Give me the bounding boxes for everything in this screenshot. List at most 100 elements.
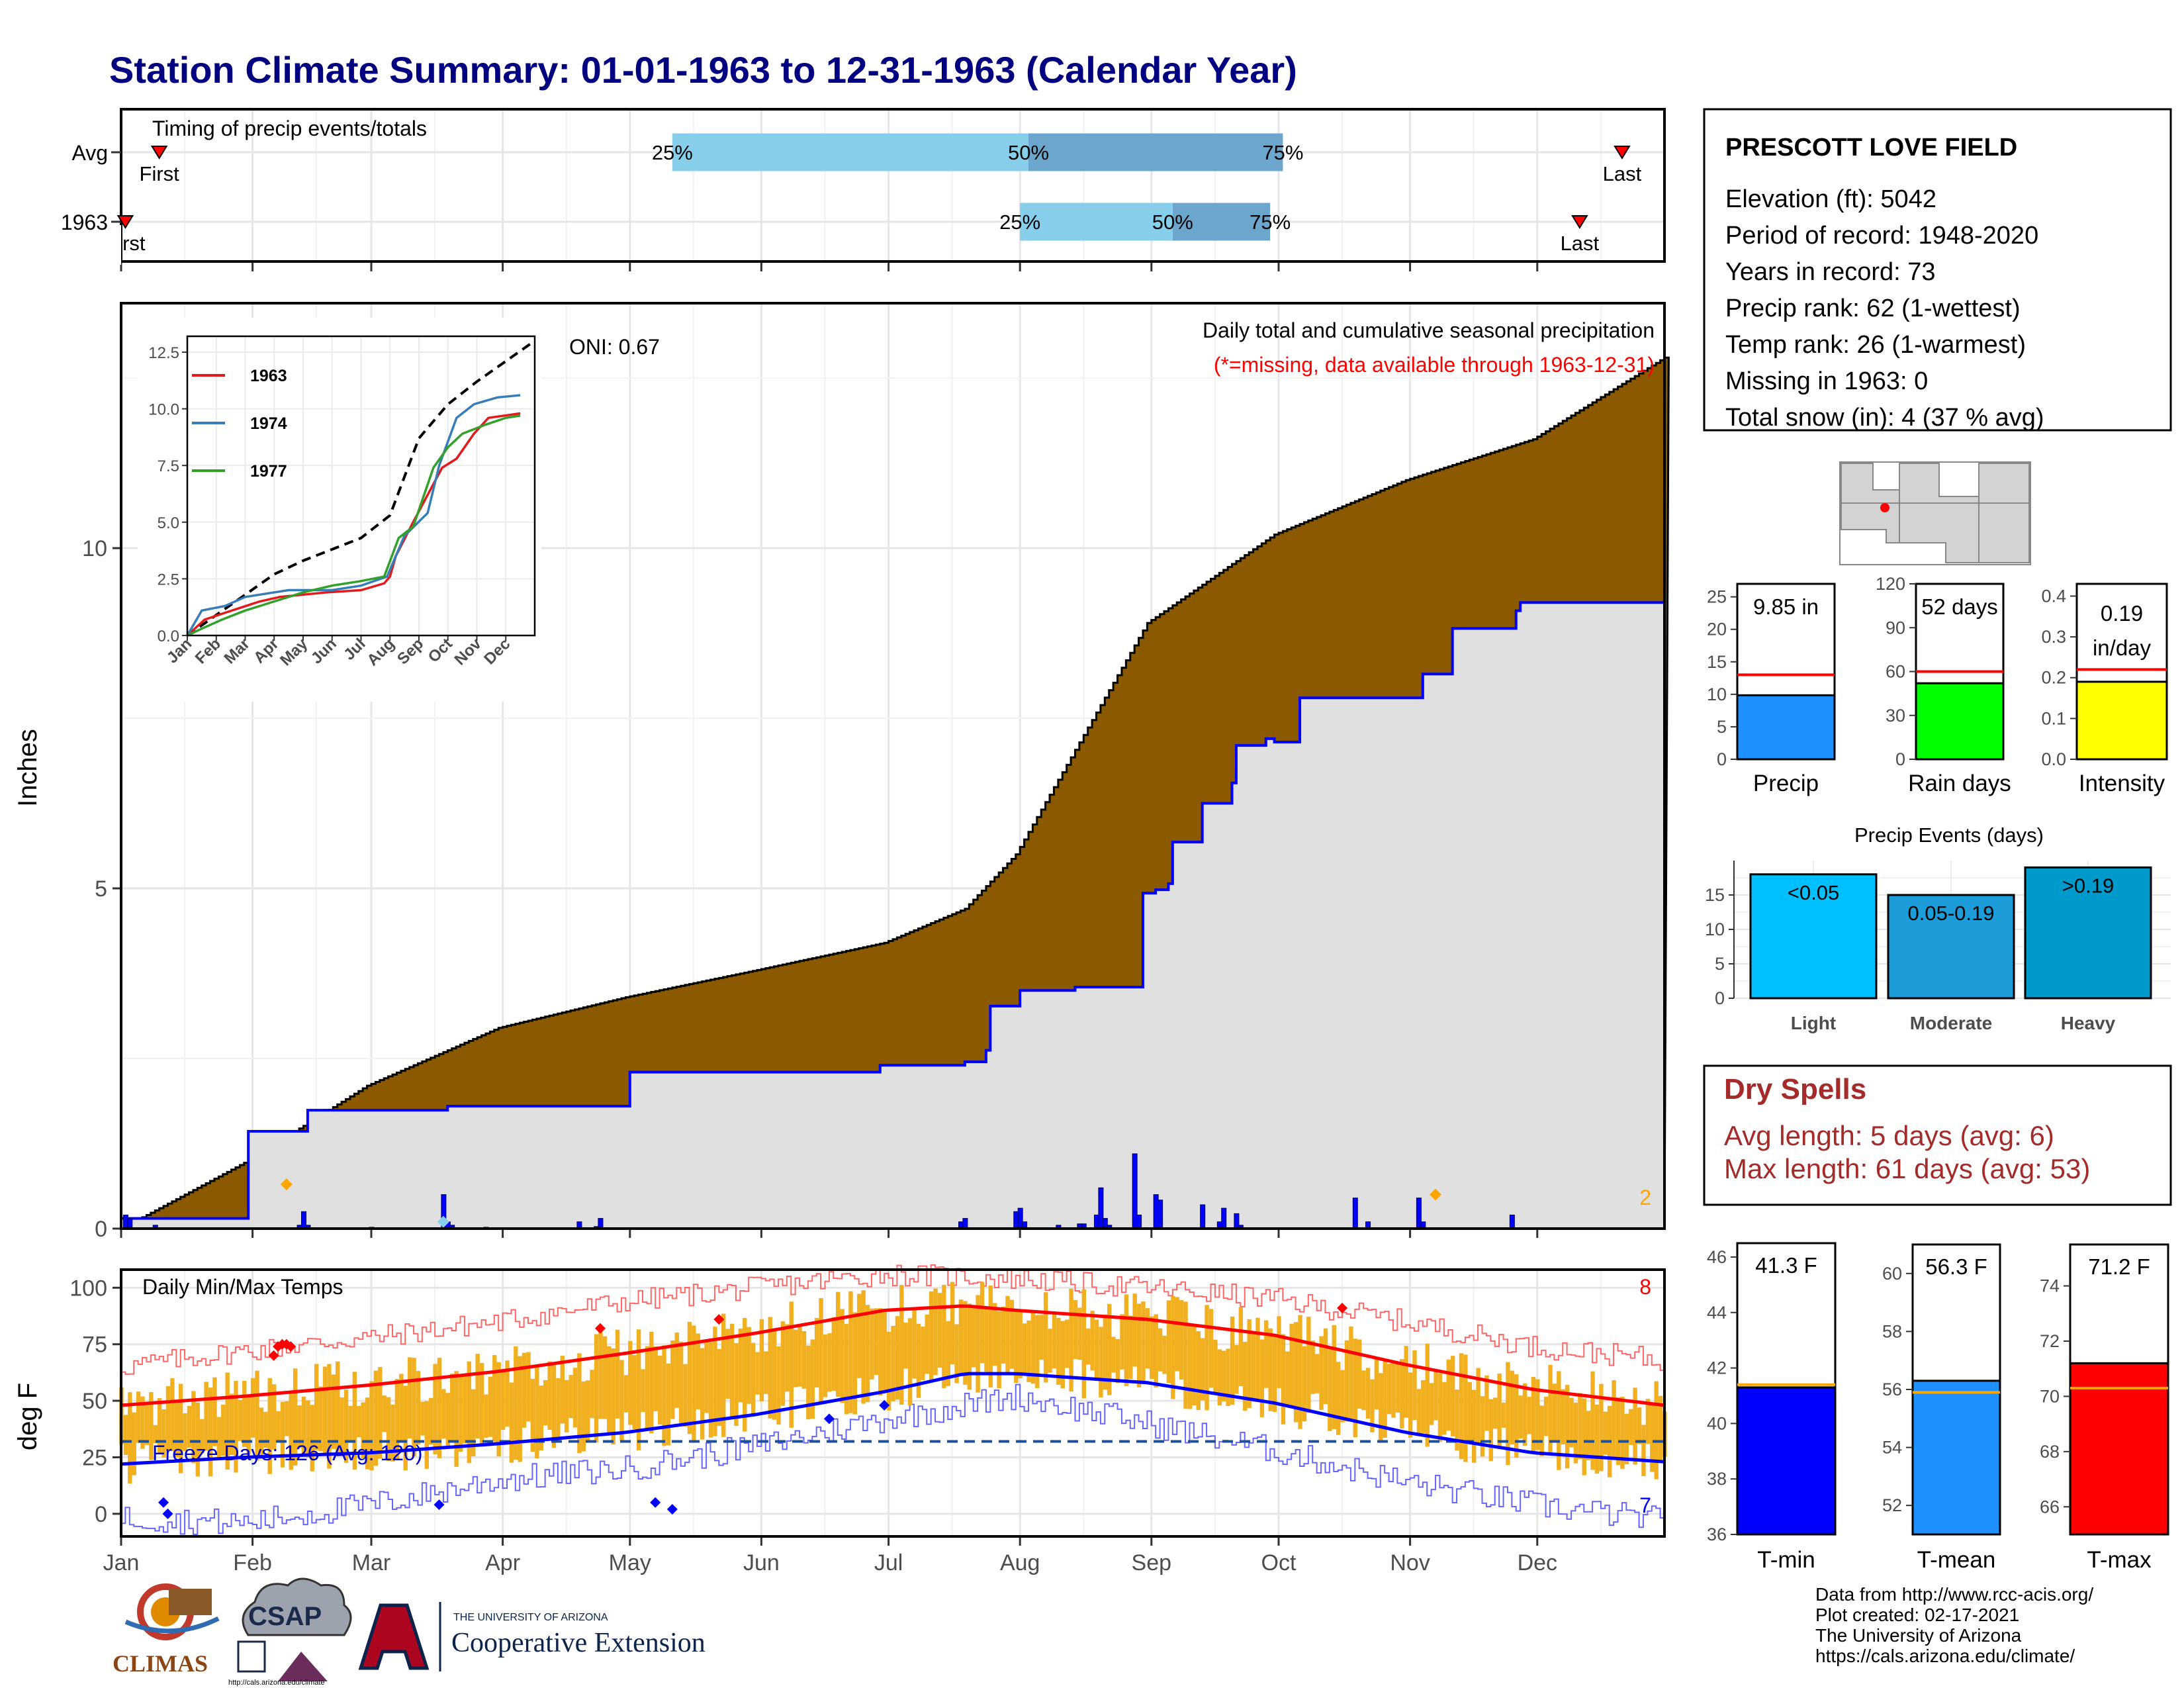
record-high-marker (285, 1341, 296, 1352)
daily-temp-bar (225, 1372, 230, 1470)
csap-url: http://cals.arizona.edu/climate (228, 1679, 325, 1687)
daily-temp-bar (1018, 1310, 1023, 1378)
daily-temp-bar (1480, 1396, 1485, 1457)
daily-temp-bar (1162, 1336, 1167, 1374)
daily-temp-bar (1641, 1425, 1646, 1476)
temp-bar-tick: 72 (2040, 1331, 2060, 1351)
daily-temp-bar (1009, 1299, 1015, 1369)
daily-temp-bar (929, 1291, 934, 1381)
temp-bar-t-min (1736, 1386, 1837, 1536)
inset-line-1974 (186, 394, 521, 636)
timing-bar-50-75 (1028, 133, 1283, 171)
inset-y-tick: 5.0 (158, 514, 179, 532)
station-info-line: Years in record: 73 (1725, 258, 1936, 286)
precip-event-bar-label: <0.05 (1788, 881, 1839, 904)
daily-temp-bar (1048, 1329, 1052, 1373)
daily-temp-bar (785, 1324, 790, 1392)
daily-temp-bar (1043, 1292, 1048, 1383)
daily-temp-bar (1353, 1338, 1358, 1438)
daily-temp-bar (458, 1376, 463, 1452)
daily-temp-bar (1099, 1327, 1103, 1397)
mini-bar-value: 0.19 (2101, 601, 2143, 626)
daily-temp-bar (1069, 1288, 1073, 1392)
temp-ylabel: deg F (13, 1383, 42, 1450)
record-low-marker (162, 1508, 173, 1519)
precip-event-bar (1749, 873, 1878, 1000)
daily-temp-bar (496, 1362, 501, 1457)
daily-temp-bar (1391, 1363, 1396, 1418)
daily-temp-bar (586, 1380, 590, 1443)
daily-temp-bar (874, 1308, 879, 1376)
daily-temp-bar (738, 1329, 743, 1403)
temp-bar-tick: 42 (1707, 1358, 1727, 1378)
daily-temp-bar (649, 1332, 654, 1434)
month-tick-label: Dec (1518, 1550, 1557, 1575)
daily-temp-bar (1171, 1295, 1175, 1399)
daily-temp-bar (865, 1305, 870, 1403)
month-tick-label: Sep (1132, 1550, 1172, 1575)
daily-precip-bar (1509, 1214, 1515, 1229)
daily-temp-bar (1090, 1311, 1095, 1371)
daily-temp-bar (1154, 1314, 1158, 1388)
precip-events-title: Precip Events (days) (1854, 823, 2044, 847)
daily-temp-bar (564, 1380, 569, 1432)
daily-temp-bar (441, 1389, 446, 1439)
precip-y-tick: 5 (95, 876, 107, 902)
timing-last-marker (1614, 146, 1631, 160)
daily-temp-bar (590, 1370, 594, 1419)
daily-temp-bar (551, 1364, 557, 1448)
daily-temp-bar (912, 1308, 917, 1379)
daily-temp-bar (823, 1334, 828, 1397)
temp-count-bottom: 7 (1639, 1493, 1651, 1517)
daily-temp-bar (157, 1398, 162, 1454)
record-low-marker (666, 1504, 678, 1515)
observed-cumulative-area (121, 560, 1664, 1229)
daily-temp-bar (797, 1327, 802, 1387)
daily-temp-bar (310, 1405, 314, 1472)
daily-temp-bar (369, 1381, 374, 1471)
daily-temp-bar (1205, 1305, 1209, 1411)
daily-temp-bar (1543, 1396, 1549, 1436)
daily-temp-bar (238, 1399, 243, 1441)
temp-bar-label: T-mean (1917, 1547, 1996, 1573)
temp-bar-tick: 38 (1707, 1469, 1727, 1489)
daily-temp-bar (357, 1406, 361, 1438)
avg-min-line (120, 1372, 1665, 1466)
timing-row-label: Avg (71, 141, 108, 165)
daily-temp-bar (1247, 1319, 1251, 1409)
precip-event-marker (280, 1178, 293, 1191)
timing-last-label: Last (1561, 232, 1600, 255)
daily-temp-bar (1565, 1385, 1570, 1469)
daily-temp-bar (1255, 1317, 1260, 1399)
daily-temp-bar (1115, 1338, 1120, 1383)
dry-spells-title: Dry Spells (1724, 1073, 1866, 1105)
temp-bar-tick: 46 (1707, 1247, 1727, 1267)
daily-temp-bar (195, 1402, 201, 1477)
daily-temp-bar (136, 1391, 141, 1443)
daily-temp-bar (509, 1382, 514, 1463)
climas-wordmark: CLIMAS (113, 1650, 208, 1677)
daily-temp-bar (200, 1419, 205, 1454)
daily-temp-bar (267, 1378, 272, 1474)
daily-temp-bar (1064, 1319, 1069, 1368)
daily-temp-bar (1557, 1371, 1561, 1470)
month-tick-label: Feb (233, 1550, 272, 1575)
inset-line-average (186, 340, 536, 637)
temp-bar-tick: 74 (2040, 1276, 2060, 1296)
daily-temp-bar (204, 1382, 208, 1451)
daily-temp-bar (242, 1380, 247, 1448)
daily-temp-bar (1285, 1351, 1290, 1407)
daily-temp-bar (1357, 1339, 1362, 1409)
daily-temp-bar (433, 1364, 437, 1454)
daily-temp-bar (123, 1415, 128, 1455)
daily-temp-bar (322, 1366, 328, 1456)
inset-y-tick: 2.5 (158, 571, 179, 588)
daily-temp-bar (1612, 1380, 1616, 1460)
temp-y-tick: 75 (82, 1333, 107, 1358)
daily-temp-bar (1552, 1383, 1557, 1440)
avg-max-line (120, 1304, 1665, 1407)
daily-temp-bar (653, 1346, 658, 1411)
daily-temp-bar (662, 1345, 666, 1446)
mini-bar-tick: 5 (1717, 717, 1727, 737)
